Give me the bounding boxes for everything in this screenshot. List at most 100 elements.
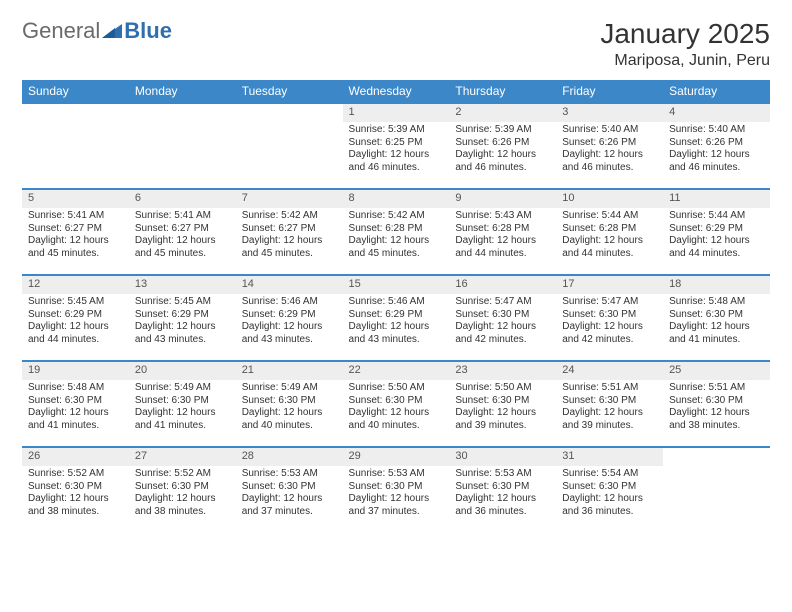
daylight-line: Daylight: 12 hours and 37 minutes.: [242, 493, 337, 518]
day-content-cell: Sunrise: 5:45 AMSunset: 6:29 PMDaylight:…: [129, 294, 236, 361]
sunrise-line: Sunrise: 5:49 AM: [135, 382, 230, 395]
sunrise-line: Sunrise: 5:52 AM: [28, 468, 123, 481]
day-number-row: 19202122232425: [22, 361, 770, 380]
day-number-cell: [22, 103, 129, 122]
sunrise-line: Sunrise: 5:47 AM: [562, 296, 657, 309]
day-content-cell: [663, 466, 770, 532]
day-number-row: 12131415161718: [22, 275, 770, 294]
sunset-line: Sunset: 6:30 PM: [28, 395, 123, 408]
weekday-header: Friday: [556, 80, 663, 103]
sunrise-line: Sunrise: 5:50 AM: [349, 382, 444, 395]
sunrise-line: Sunrise: 5:45 AM: [135, 296, 230, 309]
day-number-cell: 7: [236, 189, 343, 208]
calendar-page: General Blue January 2025 Mariposa, Juni…: [0, 0, 792, 550]
day-content-cell: Sunrise: 5:46 AMSunset: 6:29 PMDaylight:…: [343, 294, 450, 361]
daylight-line: Daylight: 12 hours and 41 minutes.: [669, 321, 764, 346]
sunrise-line: Sunrise: 5:40 AM: [669, 124, 764, 137]
day-number-cell: 15: [343, 275, 450, 294]
sunrise-line: Sunrise: 5:44 AM: [562, 210, 657, 223]
sunrise-line: Sunrise: 5:42 AM: [349, 210, 444, 223]
sunset-line: Sunset: 6:30 PM: [455, 395, 550, 408]
day-content-cell: Sunrise: 5:42 AMSunset: 6:27 PMDaylight:…: [236, 208, 343, 275]
daylight-line: Daylight: 12 hours and 45 minutes.: [242, 235, 337, 260]
day-number-cell: [236, 103, 343, 122]
day-content-cell: Sunrise: 5:53 AMSunset: 6:30 PMDaylight:…: [343, 466, 450, 532]
day-number-cell: 26: [22, 447, 129, 466]
day-content-row: Sunrise: 5:45 AMSunset: 6:29 PMDaylight:…: [22, 294, 770, 361]
sunset-line: Sunset: 6:26 PM: [669, 137, 764, 150]
brand-triangle-icon: [102, 18, 122, 44]
weekday-header: Monday: [129, 80, 236, 103]
daylight-line: Daylight: 12 hours and 42 minutes.: [562, 321, 657, 346]
day-content-row: Sunrise: 5:52 AMSunset: 6:30 PMDaylight:…: [22, 466, 770, 532]
daylight-line: Daylight: 12 hours and 43 minutes.: [135, 321, 230, 346]
weekday-header: Wednesday: [343, 80, 450, 103]
day-content-cell: Sunrise: 5:54 AMSunset: 6:30 PMDaylight:…: [556, 466, 663, 532]
daylight-line: Daylight: 12 hours and 44 minutes.: [28, 321, 123, 346]
weekday-header: Saturday: [663, 80, 770, 103]
day-number-cell: 13: [129, 275, 236, 294]
sunset-line: Sunset: 6:30 PM: [242, 395, 337, 408]
daylight-line: Daylight: 12 hours and 43 minutes.: [242, 321, 337, 346]
sunrise-line: Sunrise: 5:39 AM: [455, 124, 550, 137]
day-number-cell: 5: [22, 189, 129, 208]
sunset-line: Sunset: 6:28 PM: [562, 223, 657, 236]
day-number-row: 567891011: [22, 189, 770, 208]
sunset-line: Sunset: 6:28 PM: [349, 223, 444, 236]
day-content-cell: Sunrise: 5:51 AMSunset: 6:30 PMDaylight:…: [556, 380, 663, 447]
day-content-cell: Sunrise: 5:39 AMSunset: 6:26 PMDaylight:…: [449, 122, 556, 189]
sunset-line: Sunset: 6:30 PM: [455, 309, 550, 322]
day-content-cell: Sunrise: 5:47 AMSunset: 6:30 PMDaylight:…: [556, 294, 663, 361]
calendar-body: 1234Sunrise: 5:39 AMSunset: 6:25 PMDayli…: [22, 103, 770, 532]
day-number-cell: [663, 447, 770, 466]
day-content-cell: Sunrise: 5:50 AMSunset: 6:30 PMDaylight:…: [343, 380, 450, 447]
day-content-row: Sunrise: 5:41 AMSunset: 6:27 PMDaylight:…: [22, 208, 770, 275]
day-content-cell: Sunrise: 5:40 AMSunset: 6:26 PMDaylight:…: [663, 122, 770, 189]
day-number-cell: 2: [449, 103, 556, 122]
day-content-cell: [236, 122, 343, 189]
sunset-line: Sunset: 6:30 PM: [455, 481, 550, 494]
daylight-line: Daylight: 12 hours and 38 minutes.: [135, 493, 230, 518]
daylight-line: Daylight: 12 hours and 39 minutes.: [562, 407, 657, 432]
sunset-line: Sunset: 6:28 PM: [455, 223, 550, 236]
day-number-cell: 22: [343, 361, 450, 380]
weekday-header: Thursday: [449, 80, 556, 103]
sunset-line: Sunset: 6:30 PM: [135, 395, 230, 408]
sunrise-line: Sunrise: 5:51 AM: [562, 382, 657, 395]
day-content-cell: [129, 122, 236, 189]
daylight-line: Daylight: 12 hours and 46 minutes.: [349, 149, 444, 174]
header: General Blue January 2025 Mariposa, Juni…: [22, 18, 770, 70]
daylight-line: Daylight: 12 hours and 40 minutes.: [242, 407, 337, 432]
sunset-line: Sunset: 6:26 PM: [455, 137, 550, 150]
sunrise-line: Sunrise: 5:46 AM: [349, 296, 444, 309]
sunrise-line: Sunrise: 5:52 AM: [135, 468, 230, 481]
weekday-header: Tuesday: [236, 80, 343, 103]
sunrise-line: Sunrise: 5:40 AM: [562, 124, 657, 137]
sunset-line: Sunset: 6:29 PM: [135, 309, 230, 322]
daylight-line: Daylight: 12 hours and 46 minutes.: [669, 149, 764, 174]
sunrise-line: Sunrise: 5:48 AM: [28, 382, 123, 395]
daylight-line: Daylight: 12 hours and 44 minutes.: [669, 235, 764, 260]
sunset-line: Sunset: 6:30 PM: [242, 481, 337, 494]
day-number-cell: 23: [449, 361, 556, 380]
day-content-cell: Sunrise: 5:42 AMSunset: 6:28 PMDaylight:…: [343, 208, 450, 275]
weekday-header: Sunday: [22, 80, 129, 103]
day-content-cell: Sunrise: 5:41 AMSunset: 6:27 PMDaylight:…: [129, 208, 236, 275]
sunrise-line: Sunrise: 5:50 AM: [455, 382, 550, 395]
daylight-line: Daylight: 12 hours and 46 minutes.: [455, 149, 550, 174]
daylight-line: Daylight: 12 hours and 46 minutes.: [562, 149, 657, 174]
sunset-line: Sunset: 6:30 PM: [349, 395, 444, 408]
daylight-line: Daylight: 12 hours and 43 minutes.: [349, 321, 444, 346]
day-number-cell: 18: [663, 275, 770, 294]
sunset-line: Sunset: 6:25 PM: [349, 137, 444, 150]
day-number-cell: 28: [236, 447, 343, 466]
sunrise-line: Sunrise: 5:53 AM: [242, 468, 337, 481]
day-number-cell: 31: [556, 447, 663, 466]
sunset-line: Sunset: 6:29 PM: [669, 223, 764, 236]
sunset-line: Sunset: 6:30 PM: [669, 395, 764, 408]
daylight-line: Daylight: 12 hours and 44 minutes.: [455, 235, 550, 260]
day-content-cell: Sunrise: 5:44 AMSunset: 6:28 PMDaylight:…: [556, 208, 663, 275]
day-content-cell: Sunrise: 5:40 AMSunset: 6:26 PMDaylight:…: [556, 122, 663, 189]
day-number-cell: 12: [22, 275, 129, 294]
brand-word-1: General: [22, 18, 100, 44]
